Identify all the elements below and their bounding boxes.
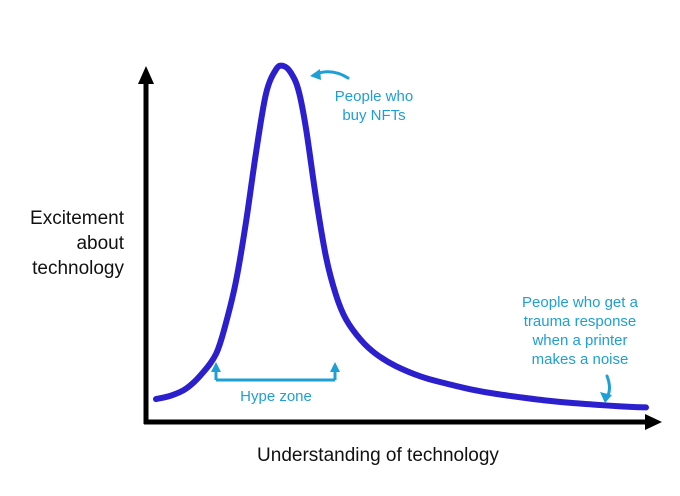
annotation-line: People who get a [522,294,638,311]
y-axis-label-line: about [76,233,124,254]
x-axis-arrow [645,414,662,430]
nft-annotation: People who buy NFTs [324,87,424,125]
x-axis-label: Understanding of technology [257,445,499,466]
annotation-line: trauma response [523,313,637,330]
annotation-line: when a printer [532,332,628,349]
series-line [153,62,649,411]
nft-arrow [310,69,350,80]
y-axis-label-line: Excitement [30,208,124,229]
y-axis-label-line: technology [32,258,124,279]
annotation-line: People who [334,88,414,105]
y-axis-arrow [138,66,154,84]
annotation-line: makes a noise [531,351,629,368]
hype-zone-label: Hype zone [240,388,312,405]
printer-annotation: People who get a trauma response when a … [500,293,660,369]
printer-arrow [600,374,612,403]
annotation-line: buy NFTs [342,107,406,124]
y-axis-label: Excitement about technology [0,206,124,281]
hype-zone-bracket [211,362,340,382]
